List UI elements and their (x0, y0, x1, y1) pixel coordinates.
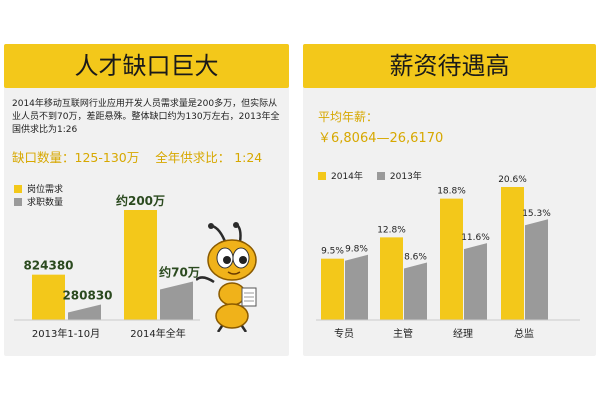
bar-data-label: 15.3% (522, 209, 551, 219)
legend-item-applicants: 求职数量 (14, 195, 63, 208)
legend-swatch-gray (376, 171, 385, 180)
x-tick-label: 2014年全年 (130, 327, 185, 340)
x-tick-label: 2013年1-10月 (32, 327, 100, 340)
bar-applicants-0 (68, 304, 101, 320)
bar-data-label: 824380 (23, 259, 73, 273)
bar-2013-0 (345, 254, 368, 320)
bar-demand-1 (124, 210, 157, 320)
bar-data-label: 约70万 (159, 265, 200, 280)
legend-swatch-yellow (14, 184, 22, 193)
bar-data-label: 9.8% (345, 245, 368, 255)
x-tick-label: 经理 (453, 327, 473, 340)
right-panel-title: 薪资待遇高 (303, 44, 596, 88)
bar-2013-3 (525, 219, 548, 320)
legend-label-2013: 2013年 (389, 172, 422, 182)
ant-mascot-icon (196, 222, 257, 332)
bar-data-label: 18.8% (437, 187, 466, 197)
bar-2014-2 (440, 198, 463, 320)
right-legend: 2014年 2013年 (318, 169, 422, 182)
left-panel-title: 人才缺口巨大 (4, 44, 289, 88)
bar-2014-3 (501, 187, 524, 320)
bar-data-label: 11.6% (461, 233, 490, 243)
legend-label-2014: 2014年 (331, 172, 363, 182)
x-tick-label: 专员 (334, 327, 354, 340)
bar-data-label: 8.6% (404, 252, 427, 262)
bar-2013-1 (404, 262, 427, 320)
bar-data-label: 约200万 (116, 193, 165, 208)
bar-demand-0 (32, 274, 65, 320)
gap-stat: 缺口数量：125-130万 (12, 150, 140, 165)
bar-data-label: 9.5% (321, 247, 344, 257)
left-legend: 岗位需求 求职数量 (14, 182, 63, 208)
bar-2014-1 (380, 237, 403, 320)
bar-2013-2 (464, 243, 487, 320)
legend-swatch-gray (14, 197, 22, 206)
bar-data-label: 280830 (62, 289, 112, 303)
legend-item-demand: 岗位需求 (14, 182, 63, 195)
bar-data-label: 12.8% (377, 225, 406, 235)
legend-label-demand: 岗位需求 (27, 185, 64, 195)
left-description: 2014年移动互联网行业应用开发人员需求量是200多万，但实际从业人员不到70万… (12, 99, 280, 135)
ratio-stat: 全年供求比： 1:24 (155, 150, 263, 165)
avg-salary-label: 平均年薪： (318, 110, 379, 124)
legend-item-2013: 2013年 (376, 169, 422, 182)
x-tick-label: 总监 (514, 327, 534, 340)
bar-data-label: 20.6% (498, 175, 527, 185)
left-stats: 缺口数量：125-130万 全年供求比： 1:24 (12, 147, 274, 166)
legend-swatch-yellow (318, 171, 326, 180)
bar-2014-0 (321, 258, 344, 320)
bar-applicants-1 (160, 281, 193, 320)
legend-item-2014: 2014年 (318, 169, 363, 182)
legend-label-applicants: 求职数量 (27, 198, 64, 208)
x-tick-label: 主管 (393, 327, 413, 340)
avg-salary-value: ￥6,8064—26,6170 (318, 131, 444, 146)
